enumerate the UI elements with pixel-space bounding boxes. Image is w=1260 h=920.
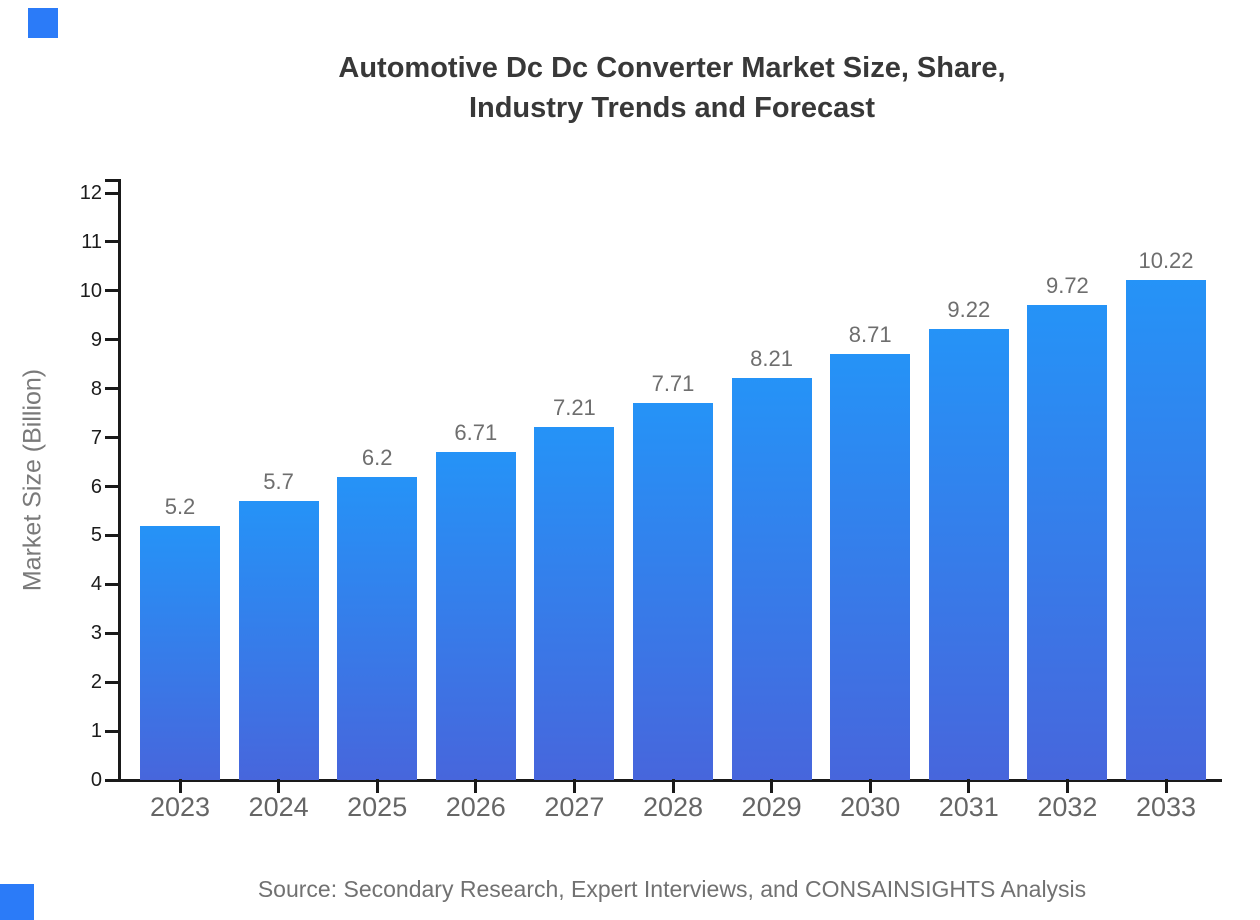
bar-value-label: 6.2 [361, 444, 393, 470]
y-tick [105, 289, 118, 293]
y-axis-line [118, 179, 121, 782]
bar-value-label: 6.71 [454, 419, 498, 445]
bar-value-label: 9.22 [947, 296, 991, 322]
bar-2031 [928, 328, 1009, 780]
x-tick [375, 779, 379, 793]
y-tick-label: 12 [79, 182, 102, 204]
bar-2030 [830, 353, 911, 780]
y-tick-label: 0 [90, 769, 102, 791]
x-tick [770, 779, 774, 793]
bar-value-label: 7.21 [552, 395, 596, 421]
y-tick [105, 729, 118, 733]
y-tick [105, 631, 118, 635]
x-tick-label: 2031 [938, 792, 999, 822]
bar-2027 [534, 427, 615, 780]
x-tick-label: 2030 [840, 792, 901, 822]
y-tick [105, 582, 118, 586]
brand-logo-square-top-left [28, 8, 58, 38]
x-tick-label: 2025 [347, 792, 408, 822]
y-tick [105, 191, 118, 195]
y-tick [105, 240, 118, 244]
x-tick [277, 779, 281, 793]
bar-value-label: 8.21 [750, 346, 793, 372]
y-tick-label: 8 [90, 377, 102, 400]
y-tick [105, 680, 118, 684]
bar-2024 [238, 501, 319, 780]
chart-title: Automotive Dc Dc Converter Market Size, … [84, 48, 1260, 128]
x-tick [1164, 779, 1168, 793]
bar-2028 [633, 402, 713, 780]
x-axis-line [118, 779, 1222, 782]
x-tick-label: 2032 [1037, 792, 1098, 822]
x-tick-label: 2023 [149, 792, 211, 822]
bar-2025 [337, 476, 418, 780]
y-tick-label: 2 [90, 671, 102, 694]
bar-2023 [140, 525, 220, 780]
source-note: Source: Secondary Research, Expert Inter… [257, 876, 1087, 902]
x-tick [474, 779, 478, 793]
bar-value-label: 10.22 [1138, 248, 1194, 274]
y-tick-label: 3 [90, 622, 102, 645]
y-tick-label: 5 [90, 524, 102, 547]
x-tick-label: 2026 [445, 792, 506, 822]
bar-2032 [1027, 304, 1108, 780]
y-tick [105, 387, 118, 391]
bar-2029 [731, 378, 812, 780]
x-tick [178, 779, 182, 793]
brand-logo-square-bottom-left [0, 884, 34, 920]
x-tick-label: 2029 [741, 792, 802, 822]
y-axis-end-cap [105, 179, 118, 182]
y-tick [105, 436, 118, 440]
y-tick-label: 10 [79, 279, 102, 302]
x-tick [868, 779, 872, 793]
y-tick [105, 533, 118, 537]
x-tick [967, 779, 971, 793]
bar-2033 [1126, 280, 1206, 780]
y-tick-label: 7 [90, 426, 102, 449]
bar-value-label: 7.71 [651, 370, 695, 396]
x-tick-label: 2027 [544, 792, 605, 822]
x-tick [671, 779, 675, 793]
bar-value-label: 9.72 [1045, 272, 1089, 298]
chart-title-line1: Automotive Dc Dc Converter Market Size, … [338, 52, 1006, 84]
bar-value-label: 5.2 [164, 493, 196, 519]
bar-2026 [435, 451, 516, 780]
y-tick-label: 4 [90, 573, 102, 596]
y-tick-label: 1 [90, 720, 102, 743]
x-tick-label: 2033 [1135, 792, 1197, 822]
y-tick [105, 338, 118, 342]
chart-title-line2: Industry Trends and Forecast [468, 92, 876, 124]
x-tick [1065, 779, 1069, 793]
bar-value-label: 8.71 [848, 321, 892, 347]
bar-value-label: 5.7 [263, 469, 294, 495]
y-tick-label: 9 [90, 328, 102, 351]
y-tick-label: 6 [90, 475, 102, 498]
x-tick-label: 2028 [642, 792, 704, 822]
y-tick-label: 11 [81, 230, 102, 253]
y-tick [105, 778, 118, 782]
y-tick [105, 485, 118, 488]
x-tick [572, 779, 576, 793]
x-tick-label: 2024 [248, 792, 309, 822]
